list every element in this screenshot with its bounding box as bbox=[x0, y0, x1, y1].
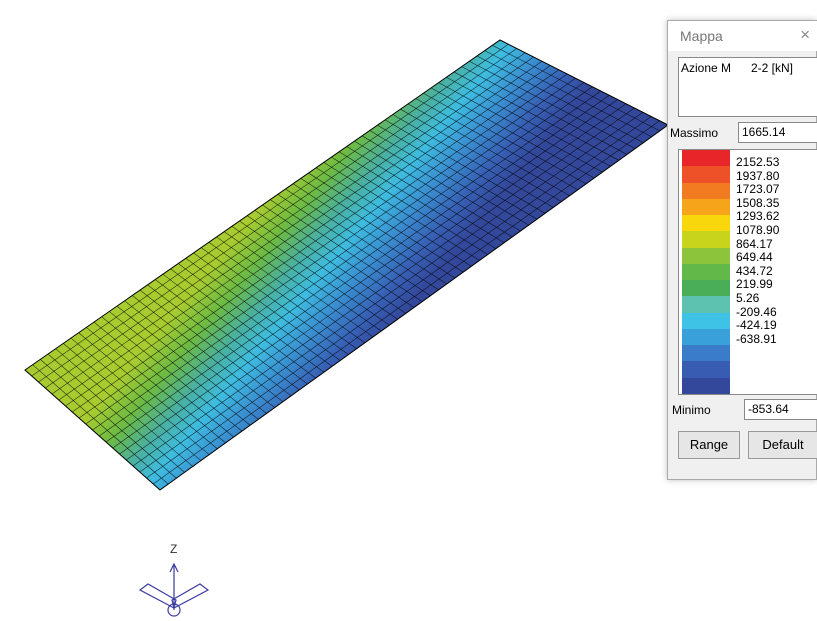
close-button[interactable]: × bbox=[800, 25, 810, 44]
legend-color bbox=[682, 150, 730, 167]
axis-label: Z bbox=[170, 542, 177, 556]
mesh-line bbox=[38, 48, 517, 383]
legend-value: 1723.07 bbox=[736, 182, 780, 197]
legend-color bbox=[682, 182, 730, 200]
range-button[interactable]: Range bbox=[678, 431, 740, 459]
legend-color bbox=[682, 231, 730, 249]
legend-color bbox=[682, 263, 730, 281]
legend-value: 1078.90 bbox=[736, 223, 780, 237]
legend-value: -209.46 bbox=[736, 304, 777, 319]
legend-color bbox=[682, 280, 730, 297]
mesh-line bbox=[99, 86, 593, 437]
mesh-line bbox=[85, 78, 576, 425]
legend-color bbox=[682, 328, 730, 346]
max-field[interactable]: 1665.14 bbox=[738, 122, 817, 143]
mesh-line bbox=[45, 52, 526, 389]
plate bbox=[25, 40, 668, 490]
mesh-line bbox=[92, 82, 585, 431]
legend-value: 5.26 bbox=[736, 291, 760, 305]
legend-color bbox=[682, 296, 730, 314]
mesh-line bbox=[58, 61, 543, 401]
legend-value: 1508.35 bbox=[736, 195, 780, 210]
min-label: Minimo bbox=[672, 403, 711, 417]
legend-value: 649.44 bbox=[736, 250, 773, 265]
component: 2-2 [kN] bbox=[751, 61, 794, 75]
min-field[interactable]: -853.64 bbox=[744, 399, 817, 420]
mesh-line bbox=[31, 44, 509, 377]
legend-value: 434.72 bbox=[736, 263, 773, 278]
legend-value: 219.99 bbox=[736, 277, 773, 292]
mesh-line bbox=[78, 73, 568, 419]
mesh-line bbox=[72, 69, 559, 413]
legend-value: -424.19 bbox=[736, 318, 777, 333]
mesh-line bbox=[132, 107, 635, 467]
legend-color bbox=[682, 345, 730, 362]
dialog-title: Mappa bbox=[680, 28, 723, 44]
legend-value: -638.91 bbox=[736, 331, 777, 346]
quantity-box: Azione M 2-2 [kN] bbox=[678, 57, 817, 117]
mesh-line bbox=[139, 112, 643, 473]
axis-triad bbox=[138, 562, 210, 617]
legend-color bbox=[682, 215, 730, 232]
legend-value: 1293.62 bbox=[736, 209, 780, 224]
legend-color bbox=[682, 361, 730, 379]
legend: 2152.53 1937.80 1723.07 1508.35 1293.62 1078.… bbox=[678, 149, 817, 395]
mesh-line bbox=[126, 103, 627, 461]
mesh-line bbox=[51, 56, 534, 395]
legend-color bbox=[682, 247, 730, 265]
max-label: Massimo bbox=[670, 126, 719, 140]
title-bar: Mappa × bbox=[668, 21, 817, 51]
map-dialog: Mappa × Azione M 2-2 [kN] Massimo 1665.1… bbox=[667, 20, 817, 480]
legend-value: 1937.80 bbox=[736, 168, 780, 183]
default-button[interactable]: Default bbox=[748, 431, 817, 459]
mesh-line bbox=[112, 95, 610, 449]
mesh-line bbox=[153, 120, 660, 485]
legend-color bbox=[682, 198, 730, 216]
mesh-line bbox=[105, 90, 601, 443]
legend-value: 2152.53 bbox=[736, 155, 780, 169]
mesh-line bbox=[119, 99, 618, 455]
legend-color bbox=[682, 377, 730, 395]
quantity: Azione M bbox=[681, 61, 732, 75]
legend-color bbox=[682, 312, 730, 330]
legend-value: 864.17 bbox=[736, 236, 773, 251]
mesh-line bbox=[65, 65, 551, 407]
mesh-line bbox=[146, 116, 652, 479]
legend-color bbox=[682, 166, 730, 184]
mesh bbox=[31, 44, 660, 485]
